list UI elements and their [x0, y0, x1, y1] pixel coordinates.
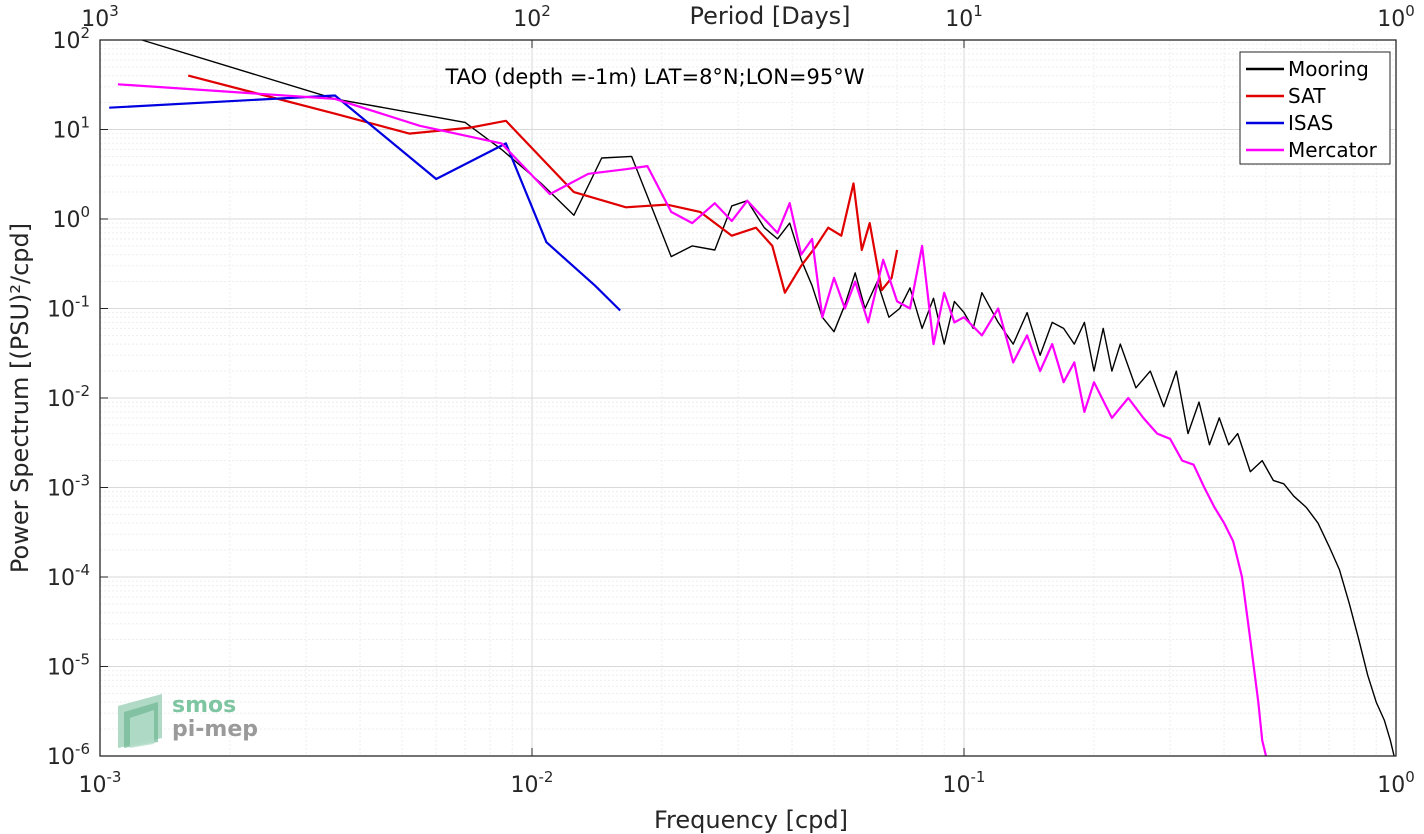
legend-box	[1239, 51, 1391, 165]
x-tick-label: 100	[1377, 768, 1415, 798]
top-tick-label: 102	[513, 2, 551, 32]
y-tick-label: 10-5	[47, 651, 90, 681]
y-axis-label: Power Spectrum [(PSU)²/cpd]	[6, 223, 34, 573]
legend-label-mercator: Mercator	[1288, 138, 1378, 162]
legend-label-sat: SAT	[1288, 84, 1326, 108]
logo-text-pimep: pi-mep	[172, 717, 258, 742]
x-tick-label: 10-2	[511, 768, 554, 798]
y-tick-label: 100	[52, 203, 90, 233]
y-tick-label: 10-3	[47, 472, 90, 502]
logo-text-smos: smos	[172, 693, 236, 718]
top-tick-label: 100	[1377, 2, 1415, 32]
series-line-mooring	[141, 39, 1395, 757]
top-tick-label: 101	[945, 2, 983, 32]
legend: Mooring SAT ISAS Mercator	[1239, 51, 1391, 165]
top-axis-label: Period [Days]	[689, 2, 850, 30]
series-line-sat	[187, 74, 899, 294]
x-tick-label: 10-1	[943, 768, 986, 798]
y-tick-label: 10-4	[47, 561, 90, 591]
smos-pi-mep-logo: smos pi-mep	[118, 693, 258, 748]
axis-ticks: 10-3 10-2 10-1 100 10-6 10-5 10-4 10-3 10-2 10-1 1…	[47, 2, 1415, 798]
series-line-isas	[109, 94, 621, 312]
y-tick-label: 10-2	[47, 382, 90, 412]
x-tick-label: 10-3	[79, 768, 122, 798]
y-tick-label: 10-1	[47, 293, 90, 323]
logo-mark-front	[130, 710, 154, 748]
series-layer	[109, 39, 1395, 757]
legend-label-mooring: Mooring	[1288, 57, 1369, 81]
legend-label-isas: ISAS	[1288, 111, 1333, 135]
y-tick-label: 10-6	[47, 740, 90, 770]
x-axis-label: Frequency [cpd]	[654, 806, 848, 834]
series-line-mercator	[117, 83, 1268, 757]
chart-title: TAO (depth =-1m) LAT=8°N;LON=95°W	[444, 65, 864, 89]
y-tick-label: 101	[52, 114, 90, 144]
y-tick-label: 102	[52, 24, 90, 54]
top-tick-label: 103	[81, 2, 119, 32]
